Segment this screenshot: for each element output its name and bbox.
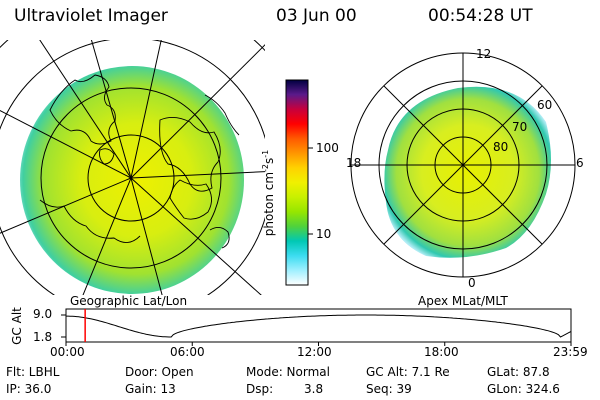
gain-status: Gain: 13	[125, 382, 176, 396]
timeline-ylabel: GC Alt	[10, 307, 24, 345]
timeline-xtick-1: 06:00	[170, 345, 205, 359]
altitude-curve	[66, 314, 572, 338]
timeline-xtick-3: 18:00	[424, 345, 459, 359]
colorbar	[285, 79, 313, 286]
magnetic-image-panel	[350, 52, 576, 278]
observation-time: 00:54:28 UT	[428, 6, 533, 26]
gc-alt-status: GC Alt: 7.1 Re	[366, 365, 450, 379]
mlt-label-12: 12	[476, 47, 492, 61]
geographic-image-panel	[0, 40, 265, 295]
auroral-image-magnetic	[384, 86, 551, 258]
filter-status: Flt: LBHL	[6, 365, 60, 379]
altitude-timeline	[61, 308, 572, 346]
door-status: Door: Open	[125, 365, 194, 379]
timeline-frame	[65, 308, 572, 343]
mlt-lines	[351, 53, 575, 277]
glat-status: GLat: 87.8	[487, 365, 550, 379]
mlat-label-80: 80	[493, 140, 509, 154]
dsp-label: Dsp:	[246, 382, 274, 396]
timeline-ytick-top: 9.0	[33, 307, 53, 321]
timeline-xtick-2: 12:00	[297, 345, 332, 359]
timeline-xtick-4: 23:59	[553, 345, 588, 359]
mlt-label-0: 0	[468, 276, 476, 290]
instrument-title: Ultraviolet Imager	[14, 6, 168, 26]
colorbar-scale	[285, 79, 309, 286]
meridians	[0, 40, 265, 295]
mlt-label-6: 6	[576, 156, 584, 170]
sequence-status: Seq: 39	[366, 382, 412, 396]
mode-status: Mode: Normal	[246, 365, 330, 379]
mlat-label-60: 60	[537, 98, 553, 112]
dsp-value: 3.8	[304, 382, 324, 396]
geographic-panel-label: Geographic Lat/Lon	[70, 294, 188, 308]
observation-date: 03 Jun 00	[276, 6, 357, 26]
timeline-xtick-0: 00:00	[50, 345, 85, 359]
mlat-label-70: 70	[512, 120, 528, 134]
colorbar-tick-10: 10	[316, 227, 332, 241]
ip-status: IP: 36.0	[6, 382, 52, 396]
magnetic-panel-label: Apex MLat/MLT	[418, 294, 508, 308]
timeline-ytick-bottom: 1.8	[33, 330, 53, 344]
coastlines	[39, 74, 240, 249]
colorbar-tick-100: 100	[316, 141, 339, 155]
glon-status: GLon: 324.6	[487, 382, 560, 396]
mlt-label-18: 18	[346, 156, 362, 170]
latitude-circles	[0, 40, 265, 295]
colorbar-unit-label: photon cm-2s-1	[261, 149, 276, 237]
